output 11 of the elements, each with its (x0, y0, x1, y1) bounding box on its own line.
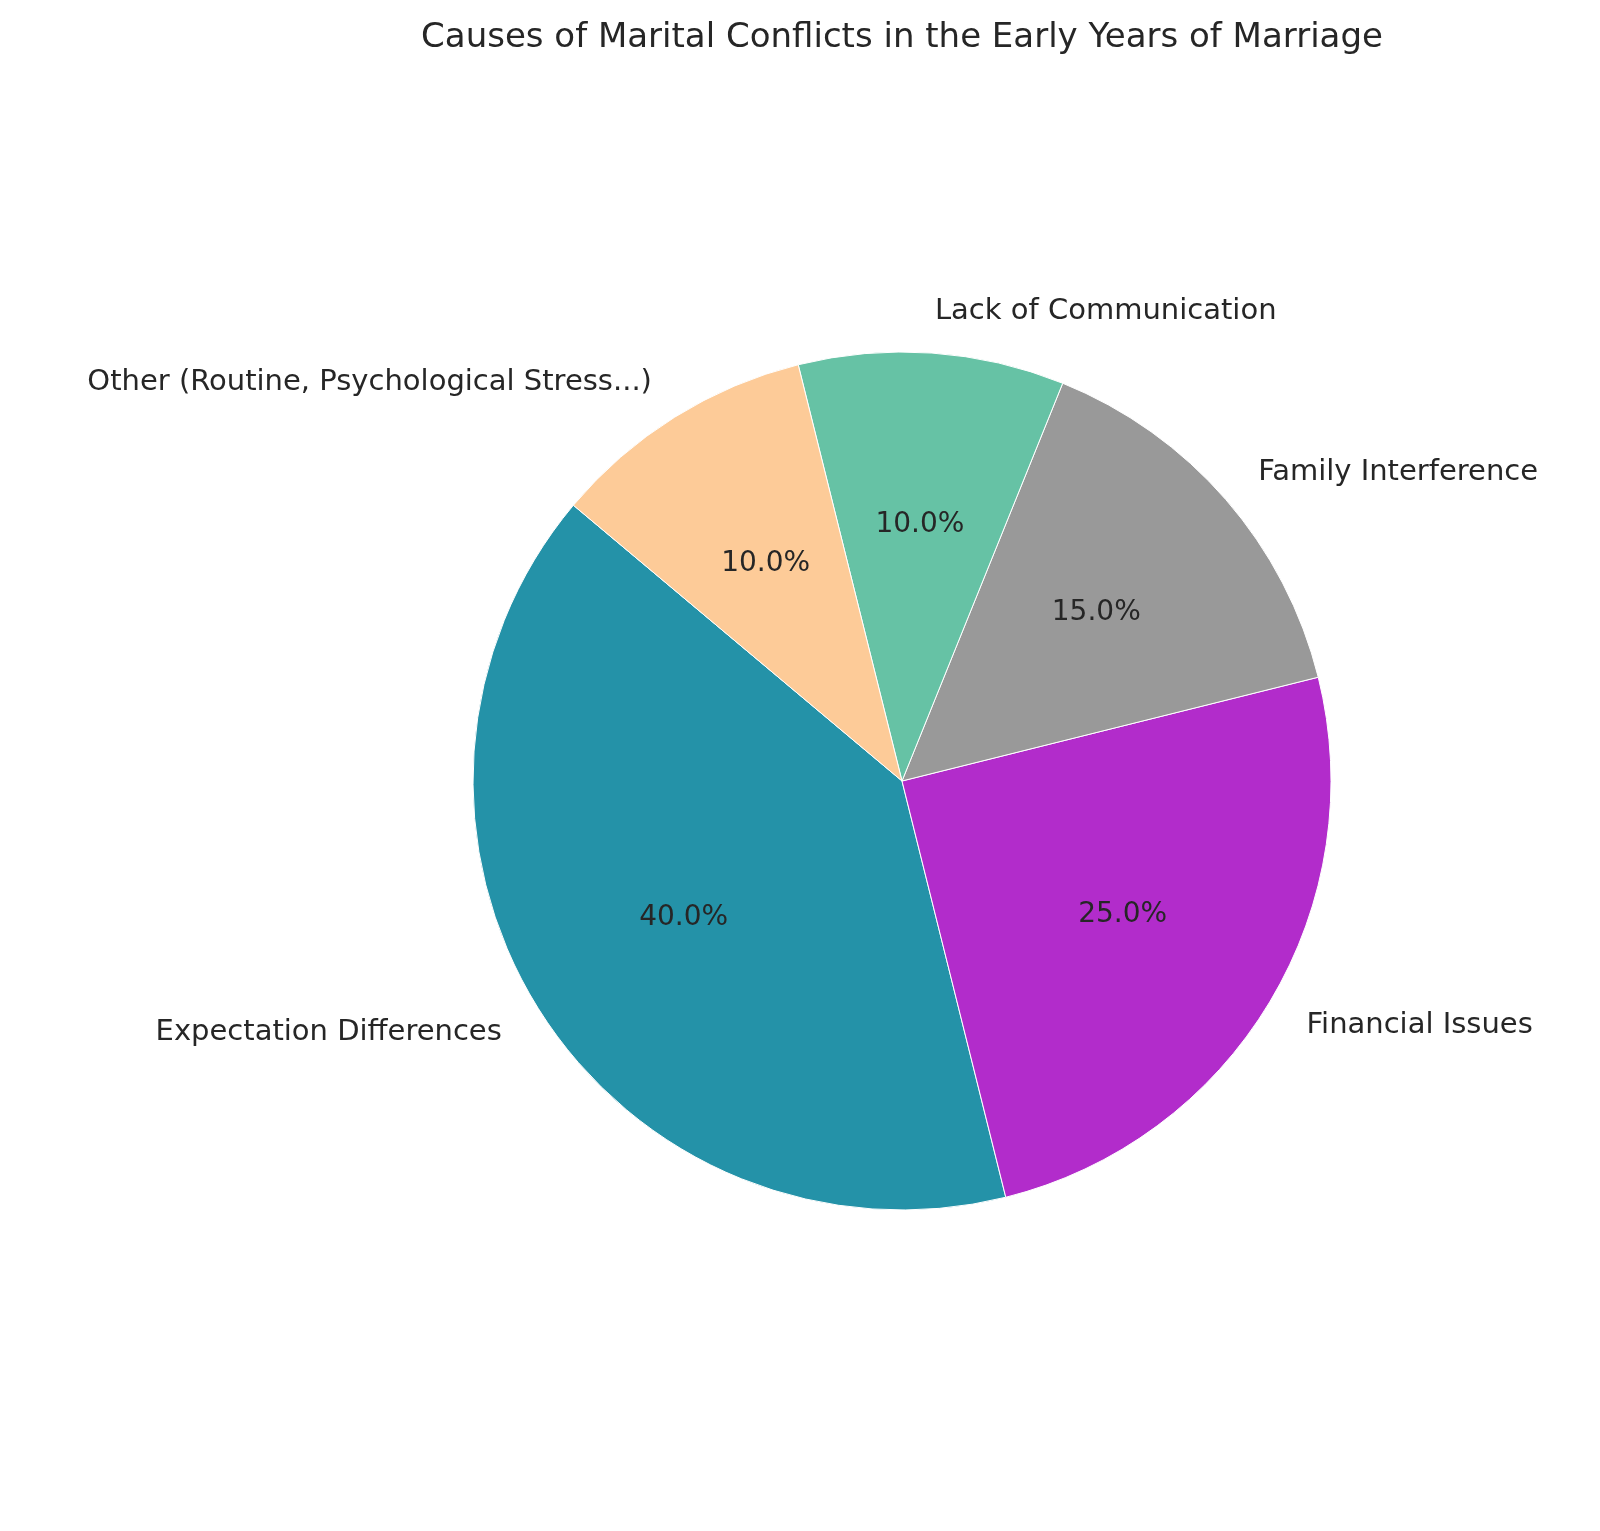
data-label: 15.0% (1051, 594, 1141, 628)
slice-label: Lack of Communication (934, 292, 1277, 327)
chart-title: Causes of Marital Conflicts in the Early Years of Marriage (421, 15, 1383, 55)
data-label: 25.0% (1078, 895, 1168, 929)
data-label: 10.0% (875, 506, 965, 540)
data-label: 10.0% (721, 544, 811, 578)
data-label: 40.0% (639, 899, 729, 933)
slice-label: Financial Issues (1306, 1006, 1533, 1041)
slice-label: Expectation Differences (155, 1013, 502, 1048)
slice-label: Family Interference (1258, 453, 1539, 488)
slice-label: Other (Routine, Psychological Stress...) (87, 362, 652, 397)
